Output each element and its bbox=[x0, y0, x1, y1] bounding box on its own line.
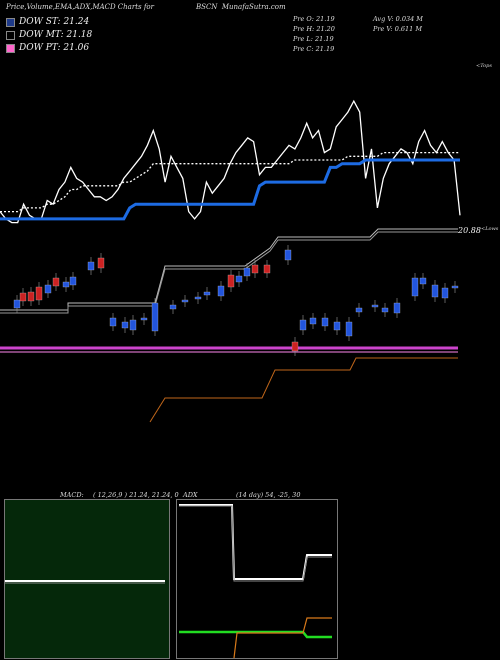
candle-38 bbox=[431, 284, 439, 298]
candle-33 bbox=[371, 304, 379, 308]
minus-di-line bbox=[233, 617, 332, 658]
quote-avg-volume: Avg V: 0.034 M bbox=[373, 15, 423, 23]
legend-swatch-mt bbox=[6, 30, 15, 40]
candle-9 bbox=[97, 257, 105, 269]
adx-line bbox=[179, 504, 332, 580]
candle-29 bbox=[321, 317, 329, 327]
candle-5 bbox=[52, 277, 60, 287]
candle-12 bbox=[129, 319, 137, 331]
adx-params: (14 day) 54, -25, 30 bbox=[236, 491, 301, 499]
candle-31 bbox=[345, 321, 353, 337]
legend-label-mt: DOW MT: 21.18 bbox=[19, 30, 93, 40]
tops-annotation: <Tops bbox=[476, 63, 492, 69]
legend-dow-mt: DOW MT: 21.18 bbox=[6, 30, 92, 40]
candle-27 bbox=[299, 319, 307, 331]
legend-label-pt: DOW PT: 21.06 bbox=[19, 43, 90, 53]
candle-10 bbox=[109, 317, 117, 327]
lows-annotation: <Lows bbox=[481, 226, 499, 232]
legend-label-st: DOW ST: 21.24 bbox=[19, 17, 90, 27]
price-label: 20.88 bbox=[458, 226, 481, 235]
candle-37 bbox=[419, 277, 427, 285]
candle-35 bbox=[393, 302, 401, 314]
adx-panel bbox=[176, 499, 338, 659]
macd-title: MACD: bbox=[60, 491, 84, 499]
candle-11 bbox=[121, 321, 129, 329]
quote-low: Pre L: 21.19 bbox=[293, 35, 334, 43]
candle-21 bbox=[235, 275, 243, 283]
macd-params: ( 12,26,9 ) 21.24, 21.24, 0 bbox=[93, 491, 179, 499]
macd-panel bbox=[4, 499, 170, 659]
candle-39 bbox=[441, 287, 449, 299]
legend-swatch-st bbox=[6, 17, 15, 27]
quote-high: Pre H: 21.20 bbox=[293, 25, 335, 33]
upper-step-line bbox=[0, 228, 458, 311]
candle-16 bbox=[181, 299, 189, 303]
candle-18 bbox=[203, 291, 211, 296]
candle-7 bbox=[69, 276, 77, 286]
legend-dow-pt: DOW PT: 21.06 bbox=[6, 43, 89, 53]
upper-step-line-2 bbox=[0, 231, 458, 314]
candle-3 bbox=[35, 286, 43, 301]
candle-22 bbox=[243, 267, 251, 277]
candle-8 bbox=[87, 261, 95, 271]
adx-plot bbox=[179, 504, 332, 658]
main-price-chart bbox=[0, 99, 461, 423]
price-series-0 bbox=[0, 99, 461, 224]
adx-title: ADX bbox=[183, 491, 198, 499]
chart-header-left: Price,Volume,EMA,ADX,MACD Charts for bbox=[6, 3, 154, 11]
candle-32 bbox=[355, 307, 363, 313]
symbol-label: BSCN bbox=[196, 3, 218, 11]
candle-34 bbox=[381, 307, 389, 313]
quote-close: Pre C: 21.19 bbox=[293, 45, 335, 53]
candle-0 bbox=[13, 299, 21, 309]
lower-orange-line bbox=[149, 357, 458, 423]
candle-28 bbox=[309, 317, 317, 325]
legend-swatch-pt bbox=[6, 43, 15, 53]
candle-40 bbox=[451, 285, 459, 289]
chart-header-symbol: BSCN MunafaSutra.com bbox=[196, 3, 286, 11]
macd-plot bbox=[5, 580, 165, 584]
adx-line-shadow bbox=[179, 505, 332, 582]
candle-36 bbox=[411, 277, 419, 297]
candle-15 bbox=[169, 304, 177, 310]
candle-6 bbox=[62, 281, 70, 288]
candle-17 bbox=[194, 296, 202, 300]
site-label: MunafaSutra.com bbox=[221, 3, 286, 11]
candle-25 bbox=[284, 249, 292, 261]
candle-24 bbox=[263, 264, 271, 274]
quote-open: Pre O: 21.19 bbox=[293, 15, 335, 23]
candle-30 bbox=[333, 321, 341, 331]
price-series-1 bbox=[0, 151, 460, 213]
quote-prev-volume: Pre V: 0.611 M bbox=[373, 25, 423, 33]
legend-dow-st: DOW ST: 21.24 bbox=[6, 17, 89, 27]
candle-2 bbox=[27, 291, 35, 302]
candle-20 bbox=[227, 274, 235, 288]
candle-26 bbox=[291, 341, 299, 352]
candle-4 bbox=[44, 284, 52, 294]
price-series-2 bbox=[0, 158, 460, 221]
candle-23 bbox=[251, 264, 259, 274]
candle-14 bbox=[151, 302, 159, 332]
candle-19 bbox=[217, 285, 225, 297]
candle-13 bbox=[140, 317, 148, 321]
candle-1 bbox=[19, 292, 27, 302]
